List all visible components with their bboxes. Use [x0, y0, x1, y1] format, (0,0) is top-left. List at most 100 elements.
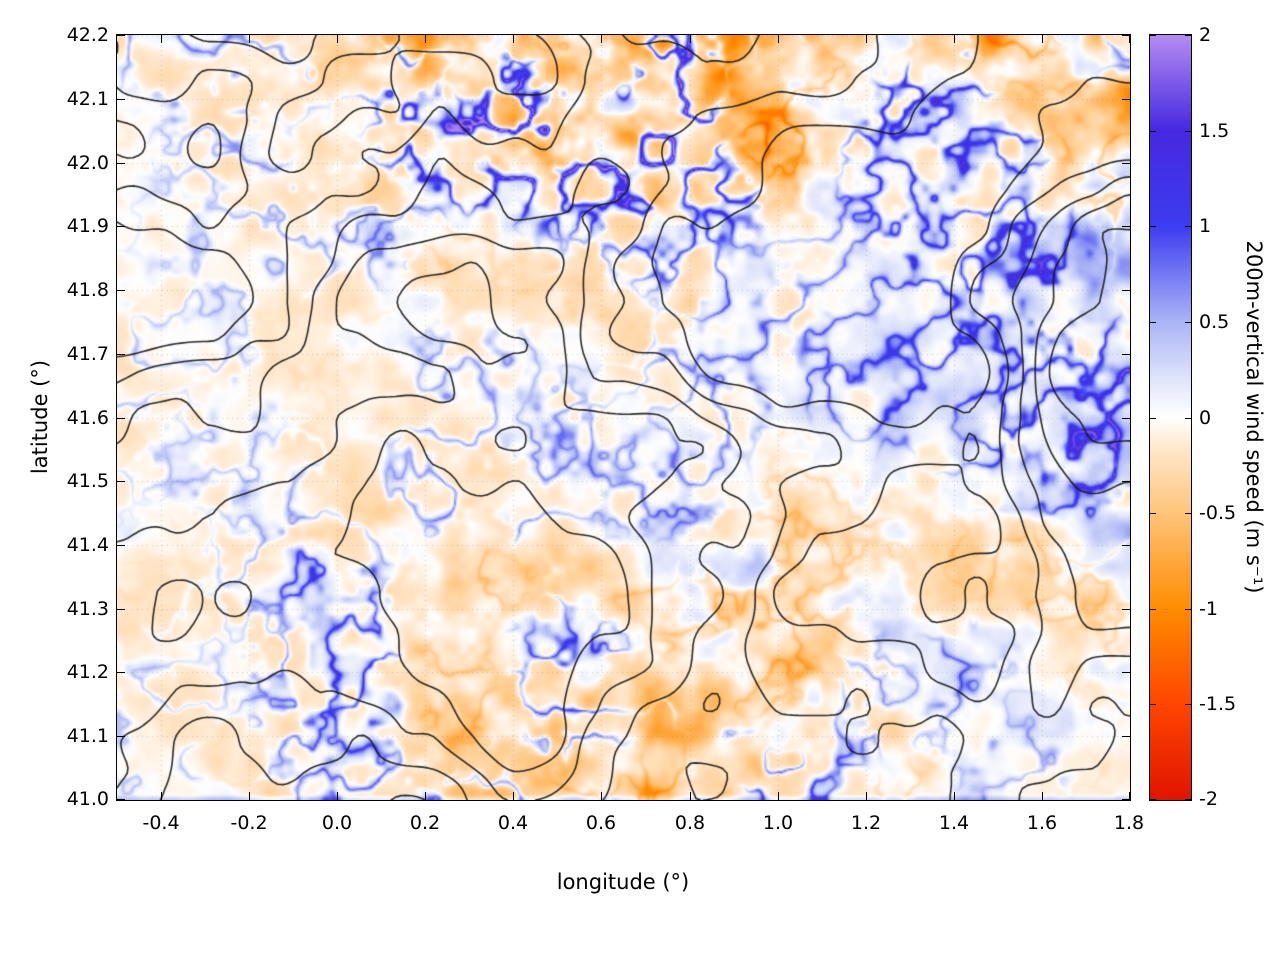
colorbar-tick-label: -2 [1199, 788, 1218, 810]
y-tick-mark [117, 481, 125, 482]
colorbar-tick-mark [1150, 226, 1156, 227]
y-tick-mark [1122, 736, 1130, 737]
x-tick-mark [954, 792, 955, 800]
x-tick-label: -0.2 [230, 812, 268, 834]
y-tick-mark [1122, 163, 1130, 164]
colorbar-label: 200m-vertical wind speed (m s⁻¹) [1242, 240, 1266, 594]
y-tick-label: 41.7 [66, 343, 109, 365]
colorbar-tick-mark [1185, 131, 1191, 132]
y-tick-mark [117, 418, 125, 419]
y-tick-mark [1122, 226, 1130, 227]
y-tick-mark [117, 35, 125, 36]
colorbar-tick-mark [1185, 799, 1191, 800]
x-tick-label: 0.4 [497, 812, 529, 834]
x-tick-mark [337, 792, 338, 800]
colorbar-tick-label: -1.5 [1199, 693, 1237, 715]
y-tick-mark [1122, 672, 1130, 673]
y-tick-mark [117, 290, 125, 291]
y-tick-mark [1122, 799, 1130, 800]
y-tick-label: 41.9 [66, 215, 109, 237]
colorbar-tick-mark [1150, 799, 1156, 800]
y-tick-label: 42.0 [66, 152, 109, 174]
x-tick-label: 1.2 [850, 812, 882, 834]
y-tick-mark [117, 672, 125, 673]
y-tick-mark [117, 99, 125, 100]
y-tick-label: 41.5 [66, 470, 109, 492]
x-tick-mark [866, 792, 867, 800]
y-tick-label: 41.4 [66, 534, 109, 556]
colorbar-tick-mark [1185, 513, 1191, 514]
x-tick-mark [161, 792, 162, 800]
x-tick-mark [513, 35, 514, 43]
x-tick-label: 1.0 [762, 812, 794, 834]
colorbar-gradient [1150, 35, 1191, 800]
x-tick-mark [161, 35, 162, 43]
colorbar-tick-mark [1185, 226, 1191, 227]
colorbar-tick-label: -1 [1199, 598, 1218, 620]
x-tick-label: 1.8 [1113, 812, 1145, 834]
y-tick-mark [117, 354, 125, 355]
x-tick-mark [1042, 35, 1043, 43]
x-tick-mark [601, 35, 602, 43]
x-tick-mark [601, 792, 602, 800]
colorbar-tick-mark [1150, 513, 1156, 514]
x-tick-mark [778, 35, 779, 43]
colorbar-tick-label: 1 [1199, 215, 1212, 237]
colorbar-tick-label: -0.5 [1199, 502, 1237, 524]
y-tick-label: 41.3 [66, 598, 109, 620]
x-tick-mark [954, 35, 955, 43]
x-tick-mark [690, 35, 691, 43]
y-tick-label: 41.8 [66, 279, 109, 301]
colorbar-tick-mark [1185, 35, 1191, 36]
x-axis-label: longitude (°) [556, 870, 690, 894]
y-tick-mark [1122, 545, 1130, 546]
y-tick-mark [117, 609, 125, 610]
x-tick-mark [778, 792, 779, 800]
y-tick-label: 42.1 [66, 88, 109, 110]
y-tick-mark [1122, 418, 1130, 419]
x-tick-label: 0.6 [585, 812, 617, 834]
x-tick-label: 0.8 [674, 812, 706, 834]
x-tick-mark [866, 35, 867, 43]
y-tick-mark [1122, 609, 1130, 610]
y-tick-label: 41.0 [66, 788, 109, 810]
colorbar-tick-mark [1185, 704, 1191, 705]
y-tick-label: 41.2 [66, 661, 109, 683]
y-tick-label: 41.1 [66, 725, 109, 747]
x-tick-mark [1129, 792, 1130, 800]
colorbar-tick-mark [1150, 609, 1156, 610]
heatmap-canvas [117, 35, 1130, 800]
y-tick-mark [1122, 354, 1130, 355]
x-tick-mark [249, 35, 250, 43]
x-tick-label: 0.2 [409, 812, 441, 834]
x-tick-mark [249, 792, 250, 800]
colorbar-tick-mark [1150, 35, 1156, 36]
colorbar [1149, 34, 1192, 801]
x-tick-mark [513, 792, 514, 800]
x-tick-label: -0.4 [142, 812, 180, 834]
y-tick-label: 41.6 [66, 407, 109, 429]
y-tick-mark [1122, 481, 1130, 482]
colorbar-tick-mark [1150, 131, 1156, 132]
colorbar-tick-mark [1185, 418, 1191, 419]
x-tick-mark [690, 792, 691, 800]
colorbar-tick-mark [1185, 322, 1191, 323]
x-tick-mark [1042, 792, 1043, 800]
y-tick-mark [1122, 35, 1130, 36]
colorbar-tick-mark [1150, 418, 1156, 419]
y-tick-mark [1122, 99, 1130, 100]
colorbar-tick-mark [1150, 704, 1156, 705]
x-tick-label: 0.0 [321, 812, 353, 834]
y-tick-mark [117, 799, 125, 800]
plot-area [116, 34, 1131, 801]
x-tick-label: 1.4 [938, 812, 970, 834]
y-tick-mark [117, 736, 125, 737]
colorbar-tick-label: 1.5 [1199, 120, 1230, 142]
colorbar-tick-label: 0.5 [1199, 311, 1230, 333]
x-tick-label: 1.6 [1026, 812, 1058, 834]
x-tick-mark [1129, 35, 1130, 43]
y-tick-mark [117, 226, 125, 227]
colorbar-tick-label: 0 [1199, 407, 1212, 429]
x-tick-mark [425, 35, 426, 43]
x-tick-mark [425, 792, 426, 800]
